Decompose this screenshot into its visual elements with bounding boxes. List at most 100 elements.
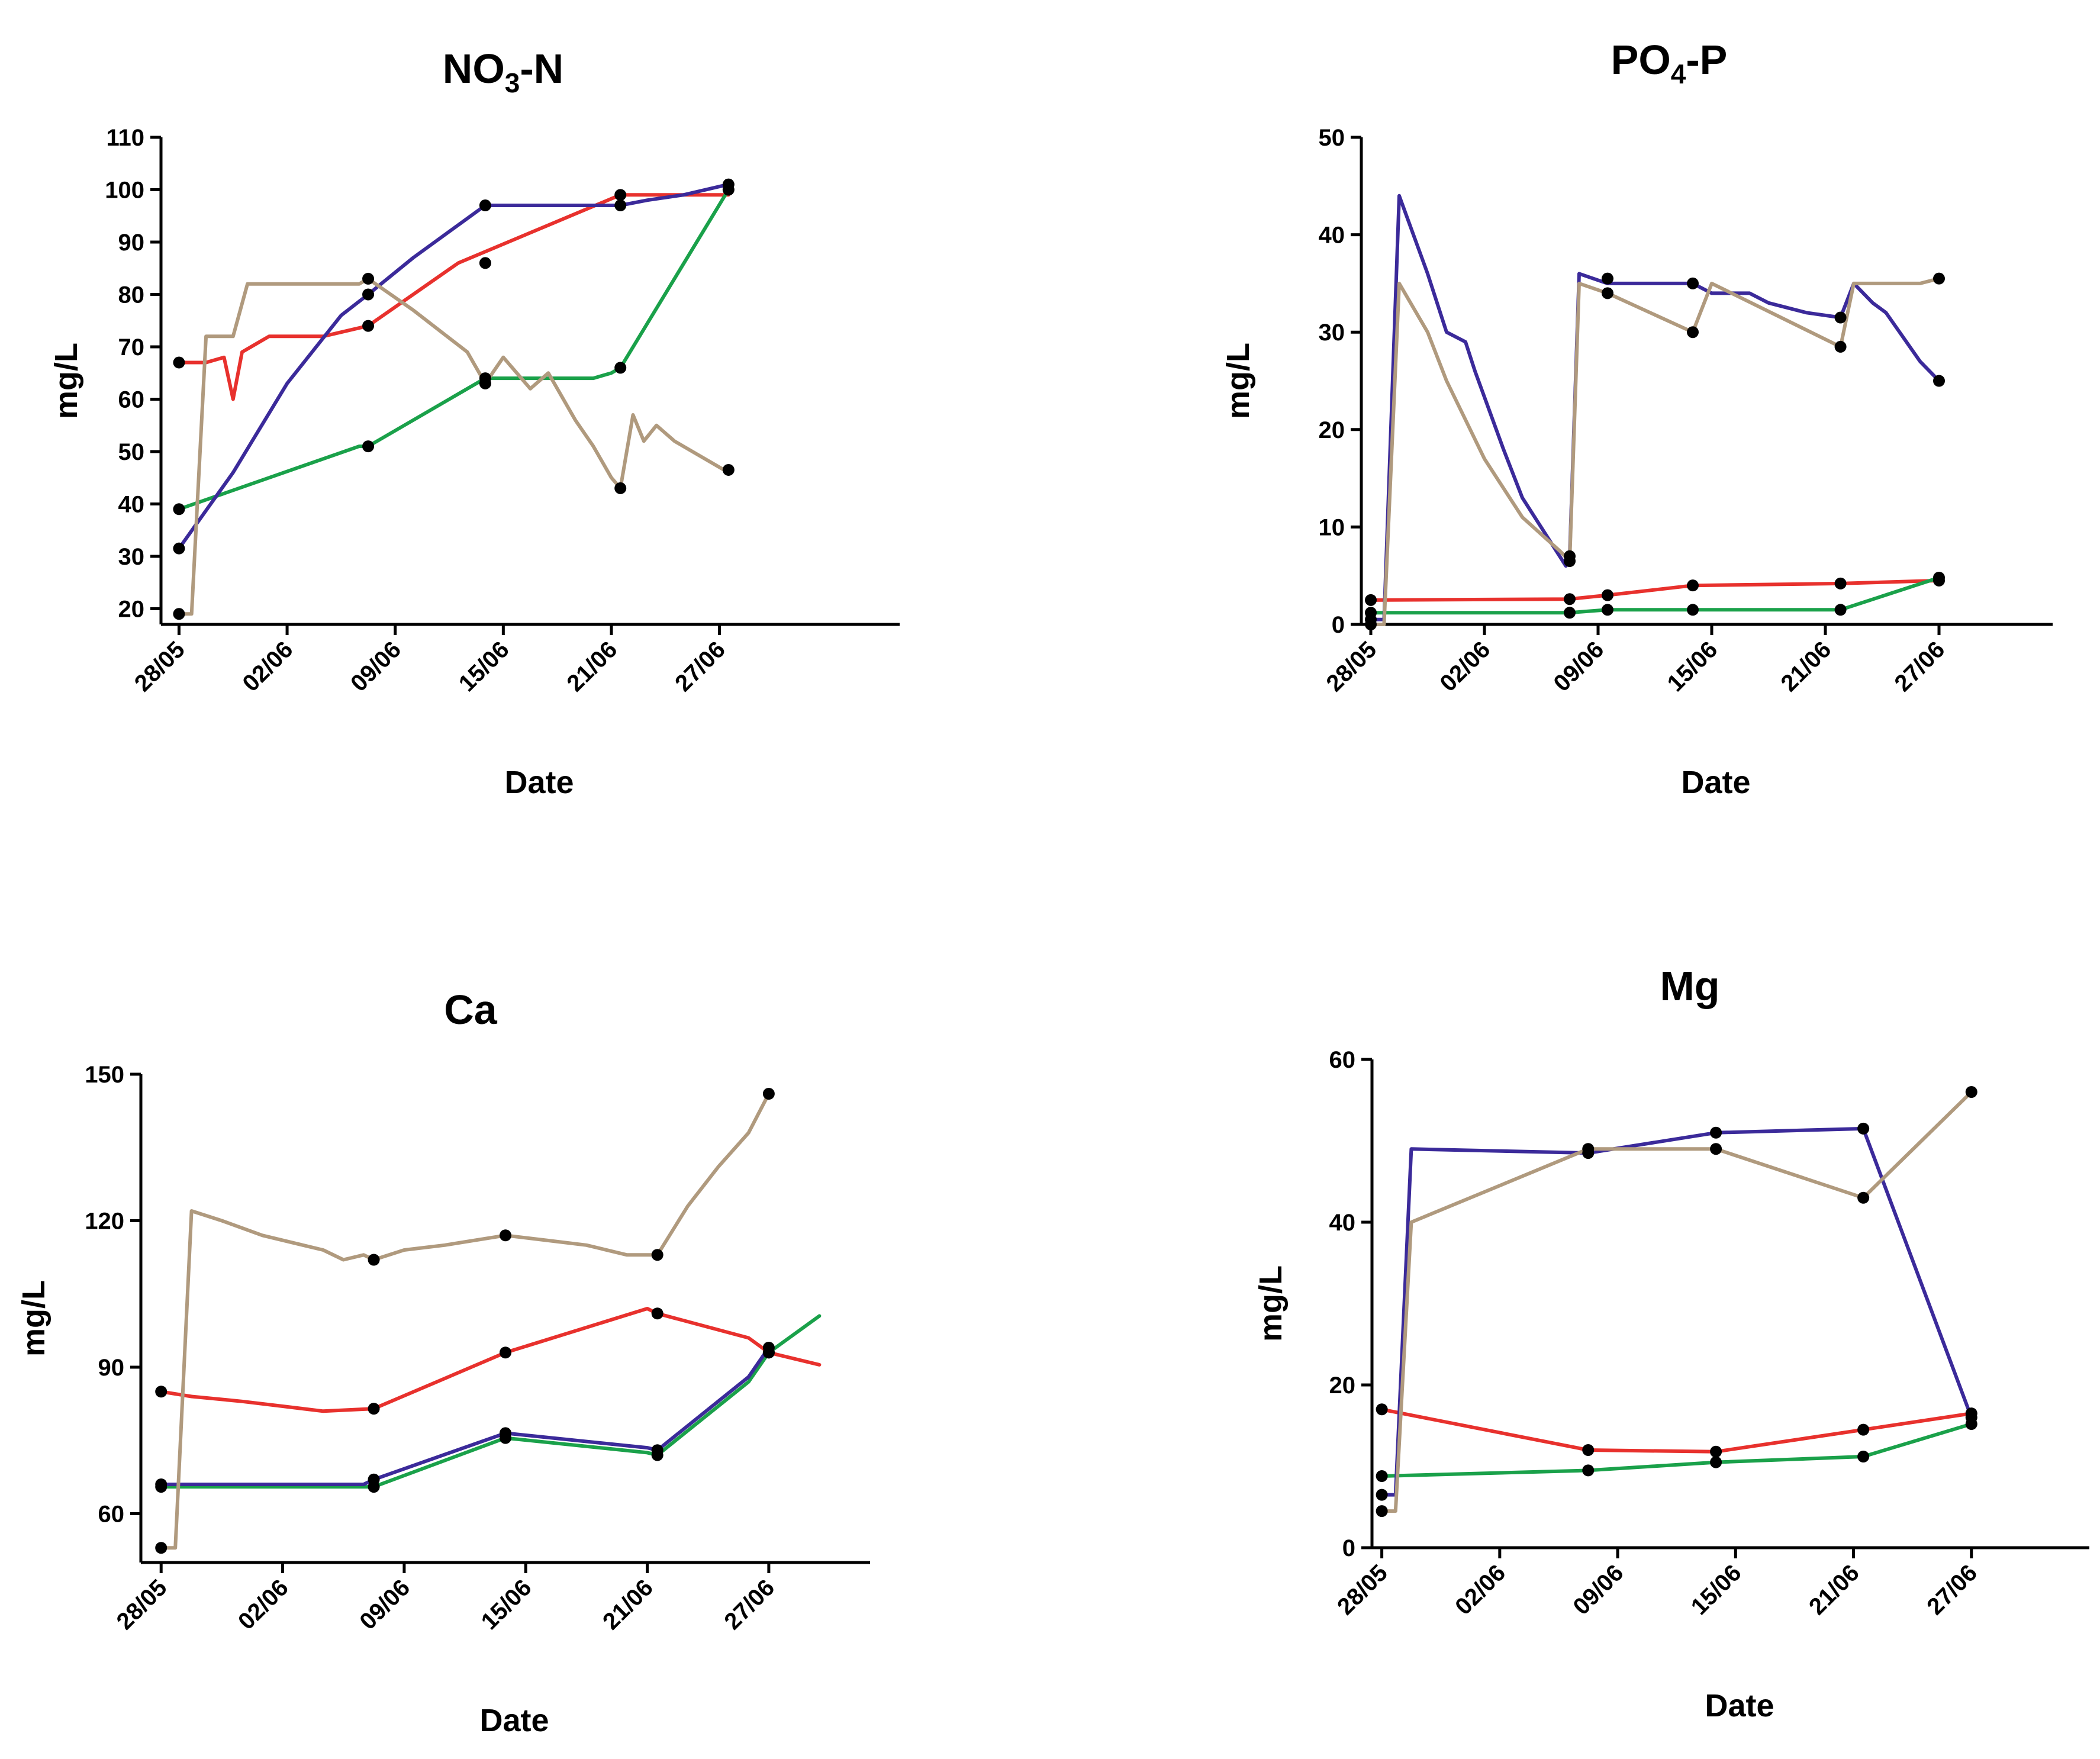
- series-line-tan: [177, 276, 730, 616]
- data-point-tan: [362, 272, 375, 285]
- x-tick-label: 02/06: [1450, 1560, 1510, 1620]
- series-line-red: [1380, 1407, 1973, 1454]
- x-tick-label: 28/05: [130, 636, 190, 697]
- x-tick-label: 09/06: [355, 1574, 415, 1635]
- data-point-blue: [173, 542, 185, 555]
- series-line-red: [1369, 578, 1941, 602]
- series-line-blue: [177, 182, 730, 550]
- y-tick-label: 0: [1332, 612, 1345, 638]
- y-tick-label: 150: [85, 1062, 124, 1088]
- chart-title-main: PO: [1611, 37, 1671, 83]
- data-point-tan: [651, 1249, 664, 1261]
- data-point-blue: [762, 1342, 775, 1354]
- chart-title-rest: -P: [1686, 37, 1727, 83]
- x-tick-label: 21/06: [598, 1574, 658, 1635]
- series-line-blue: [1380, 1126, 1973, 1497]
- chart-po4: PO4-P 0 10 20 30 40 50 28/05 02/06 09/06 15/06 21/0…: [1220, 37, 2053, 800]
- data-point-tan: [1687, 326, 1699, 339]
- data-point-green: [1602, 604, 1613, 616]
- data-point-tan: [479, 377, 491, 389]
- x-tick-label: 15/06: [454, 636, 514, 697]
- data-point-tan: [1857, 1191, 1870, 1204]
- data-point-tan: [1602, 287, 1613, 299]
- data-point-green: [1933, 571, 1945, 584]
- y-tick-label: 70: [118, 334, 145, 360]
- data-point-red: [1857, 1423, 1870, 1436]
- data-point-blue: [1602, 272, 1613, 285]
- chart-title-main: Mg: [1660, 963, 1719, 1009]
- series-line-tan: [159, 1092, 771, 1550]
- data-point-tan: [155, 1542, 168, 1554]
- chart-ca: Ca 60 90 120 150 28/05 02/06 09/06 15/06 21/06 27/…: [16, 987, 870, 1738]
- y-tick-label: 40: [118, 491, 145, 517]
- data-point-blue: [1687, 277, 1699, 289]
- chart-mg: Mg 0 20 40 60 28/05 02/06 09/06 15/06 21/06 27/06 m…: [1253, 963, 2089, 1723]
- data-point-red: [1602, 589, 1613, 601]
- series-line-red: [177, 193, 730, 401]
- y-tick-label: 40: [1319, 223, 1345, 249]
- data-point-red: [362, 320, 375, 332]
- y-tick-label: 60: [1329, 1047, 1356, 1073]
- x-tick-label: 27/06: [1922, 1560, 1982, 1620]
- data-point-blue: [1933, 375, 1945, 387]
- y-tick-label: 90: [118, 230, 145, 256]
- data-point-red: [500, 1346, 511, 1359]
- chart-title-rest: -N: [520, 46, 563, 92]
- data-point-red: [651, 1307, 664, 1320]
- chart-title-main: NO: [443, 46, 505, 92]
- data-point-red: [1365, 594, 1377, 606]
- data-point-red: [1710, 1445, 1722, 1458]
- y-tick-label: 30: [1319, 320, 1345, 346]
- x-tick-label: 21/06: [1776, 636, 1836, 697]
- y-tick-label: 60: [98, 1502, 125, 1528]
- data-point-blue: [614, 199, 627, 212]
- x-tick-label: 15/06: [1686, 1560, 1747, 1620]
- data-point-tan: [1710, 1143, 1722, 1155]
- x-tick-label: 15/06: [1662, 636, 1722, 697]
- x-tick-label: 09/06: [1548, 636, 1609, 697]
- data-point-green: [1564, 607, 1576, 619]
- data-point-tan: [1933, 272, 1945, 285]
- y-axis-label: mg/L: [1253, 1265, 1289, 1342]
- x-tick-label: 15/06: [476, 1574, 537, 1635]
- x-tick-label: 27/06: [719, 1574, 780, 1635]
- x-tick-label: 28/05: [1332, 1560, 1393, 1620]
- data-point-blue: [362, 288, 375, 301]
- data-point-tan: [1376, 1505, 1388, 1518]
- series-line-green: [1369, 576, 1941, 615]
- data-point-red: [1376, 1403, 1388, 1416]
- y-tick-label: 20: [1319, 417, 1345, 443]
- data-point-blue: [1710, 1126, 1722, 1139]
- data-point-red: [1834, 577, 1847, 589]
- y-tick-label: 120: [85, 1209, 124, 1235]
- data-point-green: [1376, 1470, 1388, 1482]
- x-axis-label: Date: [1705, 1688, 1774, 1723]
- data-point-tan: [500, 1229, 511, 1242]
- series-line-green: [177, 188, 730, 511]
- data-point-green: [614, 362, 627, 374]
- data-point-blue: [722, 178, 735, 191]
- data-point-blue: [155, 1478, 168, 1490]
- x-tick-label: 02/06: [1435, 636, 1495, 697]
- y-tick-label: 50: [1319, 125, 1345, 151]
- x-tick-label: 21/06: [1804, 1560, 1864, 1620]
- y-tick-label: 20: [118, 596, 145, 622]
- x-tick-label: 09/06: [346, 636, 406, 697]
- data-point-tan: [1564, 555, 1576, 568]
- series-line-blue: [159, 1346, 771, 1486]
- data-point-blue: [479, 199, 491, 212]
- x-tick-label: 02/06: [233, 1574, 294, 1635]
- data-point-tan: [762, 1088, 775, 1100]
- data-point-green: [1857, 1451, 1870, 1462]
- data-point-tan: [722, 463, 735, 476]
- series-line-red: [159, 1307, 822, 1413]
- data-point-green: [362, 440, 375, 453]
- y-tick-label: 0: [1342, 1535, 1355, 1561]
- data-point-green: [1710, 1456, 1722, 1468]
- data-point-blue: [651, 1444, 664, 1457]
- y-tick-label: 90: [98, 1355, 125, 1381]
- x-tick-label: 28/05: [112, 1574, 172, 1635]
- data-point-blue: [1965, 1412, 1977, 1423]
- data-point-red: [479, 257, 491, 269]
- data-point-red: [614, 189, 627, 201]
